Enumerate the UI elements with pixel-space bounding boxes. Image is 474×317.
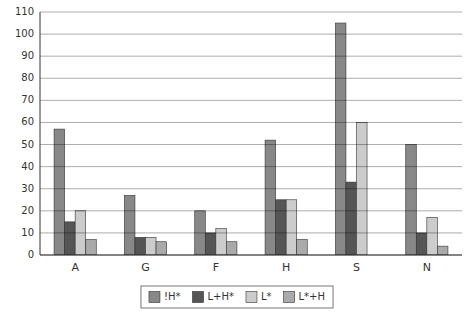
bar — [65, 222, 76, 255]
bar — [297, 240, 308, 255]
bar — [205, 233, 216, 255]
bar — [135, 237, 146, 255]
legend-label: L+H* — [207, 291, 233, 302]
legend-label: L*+H — [299, 291, 325, 302]
legend-swatch — [246, 292, 257, 303]
y-tick-label: 50 — [21, 139, 34, 150]
grid-line — [40, 144, 462, 145]
bars — [54, 23, 448, 255]
y-tick-label: 90 — [21, 50, 34, 61]
x-tick-label: N — [423, 261, 431, 274]
bar — [276, 200, 287, 255]
grid-line — [40, 56, 462, 57]
y-tick-label: 30 — [21, 183, 34, 194]
grid-line — [40, 232, 462, 233]
x-tick-label: G — [141, 261, 150, 274]
bar — [346, 182, 357, 255]
bar — [146, 237, 157, 255]
x-tick-label: S — [353, 261, 360, 274]
grid-line — [40, 12, 462, 13]
bar — [406, 145, 417, 255]
bar — [416, 233, 427, 255]
legend: !H* L+H* L* L*+H — [141, 286, 333, 308]
bar — [216, 228, 227, 255]
y-tick-label: 80 — [21, 72, 34, 83]
bar — [437, 246, 448, 255]
legend-swatch — [284, 292, 295, 303]
legend-label: L* — [261, 291, 272, 302]
x-axis — [40, 255, 462, 256]
legend-swatch — [149, 292, 160, 303]
grid-line — [40, 210, 462, 211]
bar — [265, 140, 276, 255]
y-tick-label: 40 — [21, 161, 34, 172]
x-tick-label: H — [282, 261, 290, 274]
bar — [286, 200, 297, 255]
legend-swatch — [192, 292, 203, 303]
bar — [86, 240, 97, 255]
y-tick-label: 20 — [21, 205, 34, 216]
bar — [156, 242, 167, 255]
x-tick-label: A — [71, 261, 79, 274]
bar — [226, 242, 237, 255]
y-tick-label: 60 — [21, 116, 34, 127]
grid-line — [40, 188, 462, 189]
grid-line — [40, 78, 462, 79]
y-axis — [40, 12, 41, 255]
bar — [335, 23, 346, 255]
bar — [427, 217, 438, 255]
y-tick-label: 100 — [15, 28, 34, 39]
bar — [54, 129, 65, 255]
grid-line — [40, 166, 462, 167]
y-tick-label: 110 — [15, 6, 34, 17]
bar — [124, 195, 135, 255]
chart: 0 10 20 30 40 50 60 70 80 90 100 110 A G F H S N !H* L+H* L*… — [0, 0, 474, 317]
y-tick-label: 10 — [21, 227, 34, 238]
y-tick-label: 70 — [21, 94, 34, 105]
grid-line — [40, 122, 462, 123]
x-tick-label: F — [213, 261, 219, 274]
grid-line — [40, 100, 462, 101]
grid — [40, 12, 462, 255]
legend-frame — [141, 286, 333, 308]
grid-line — [40, 34, 462, 35]
grid-line — [40, 255, 462, 256]
legend-label: !H* — [164, 291, 181, 302]
y-tick-label: 0 — [28, 249, 34, 260]
